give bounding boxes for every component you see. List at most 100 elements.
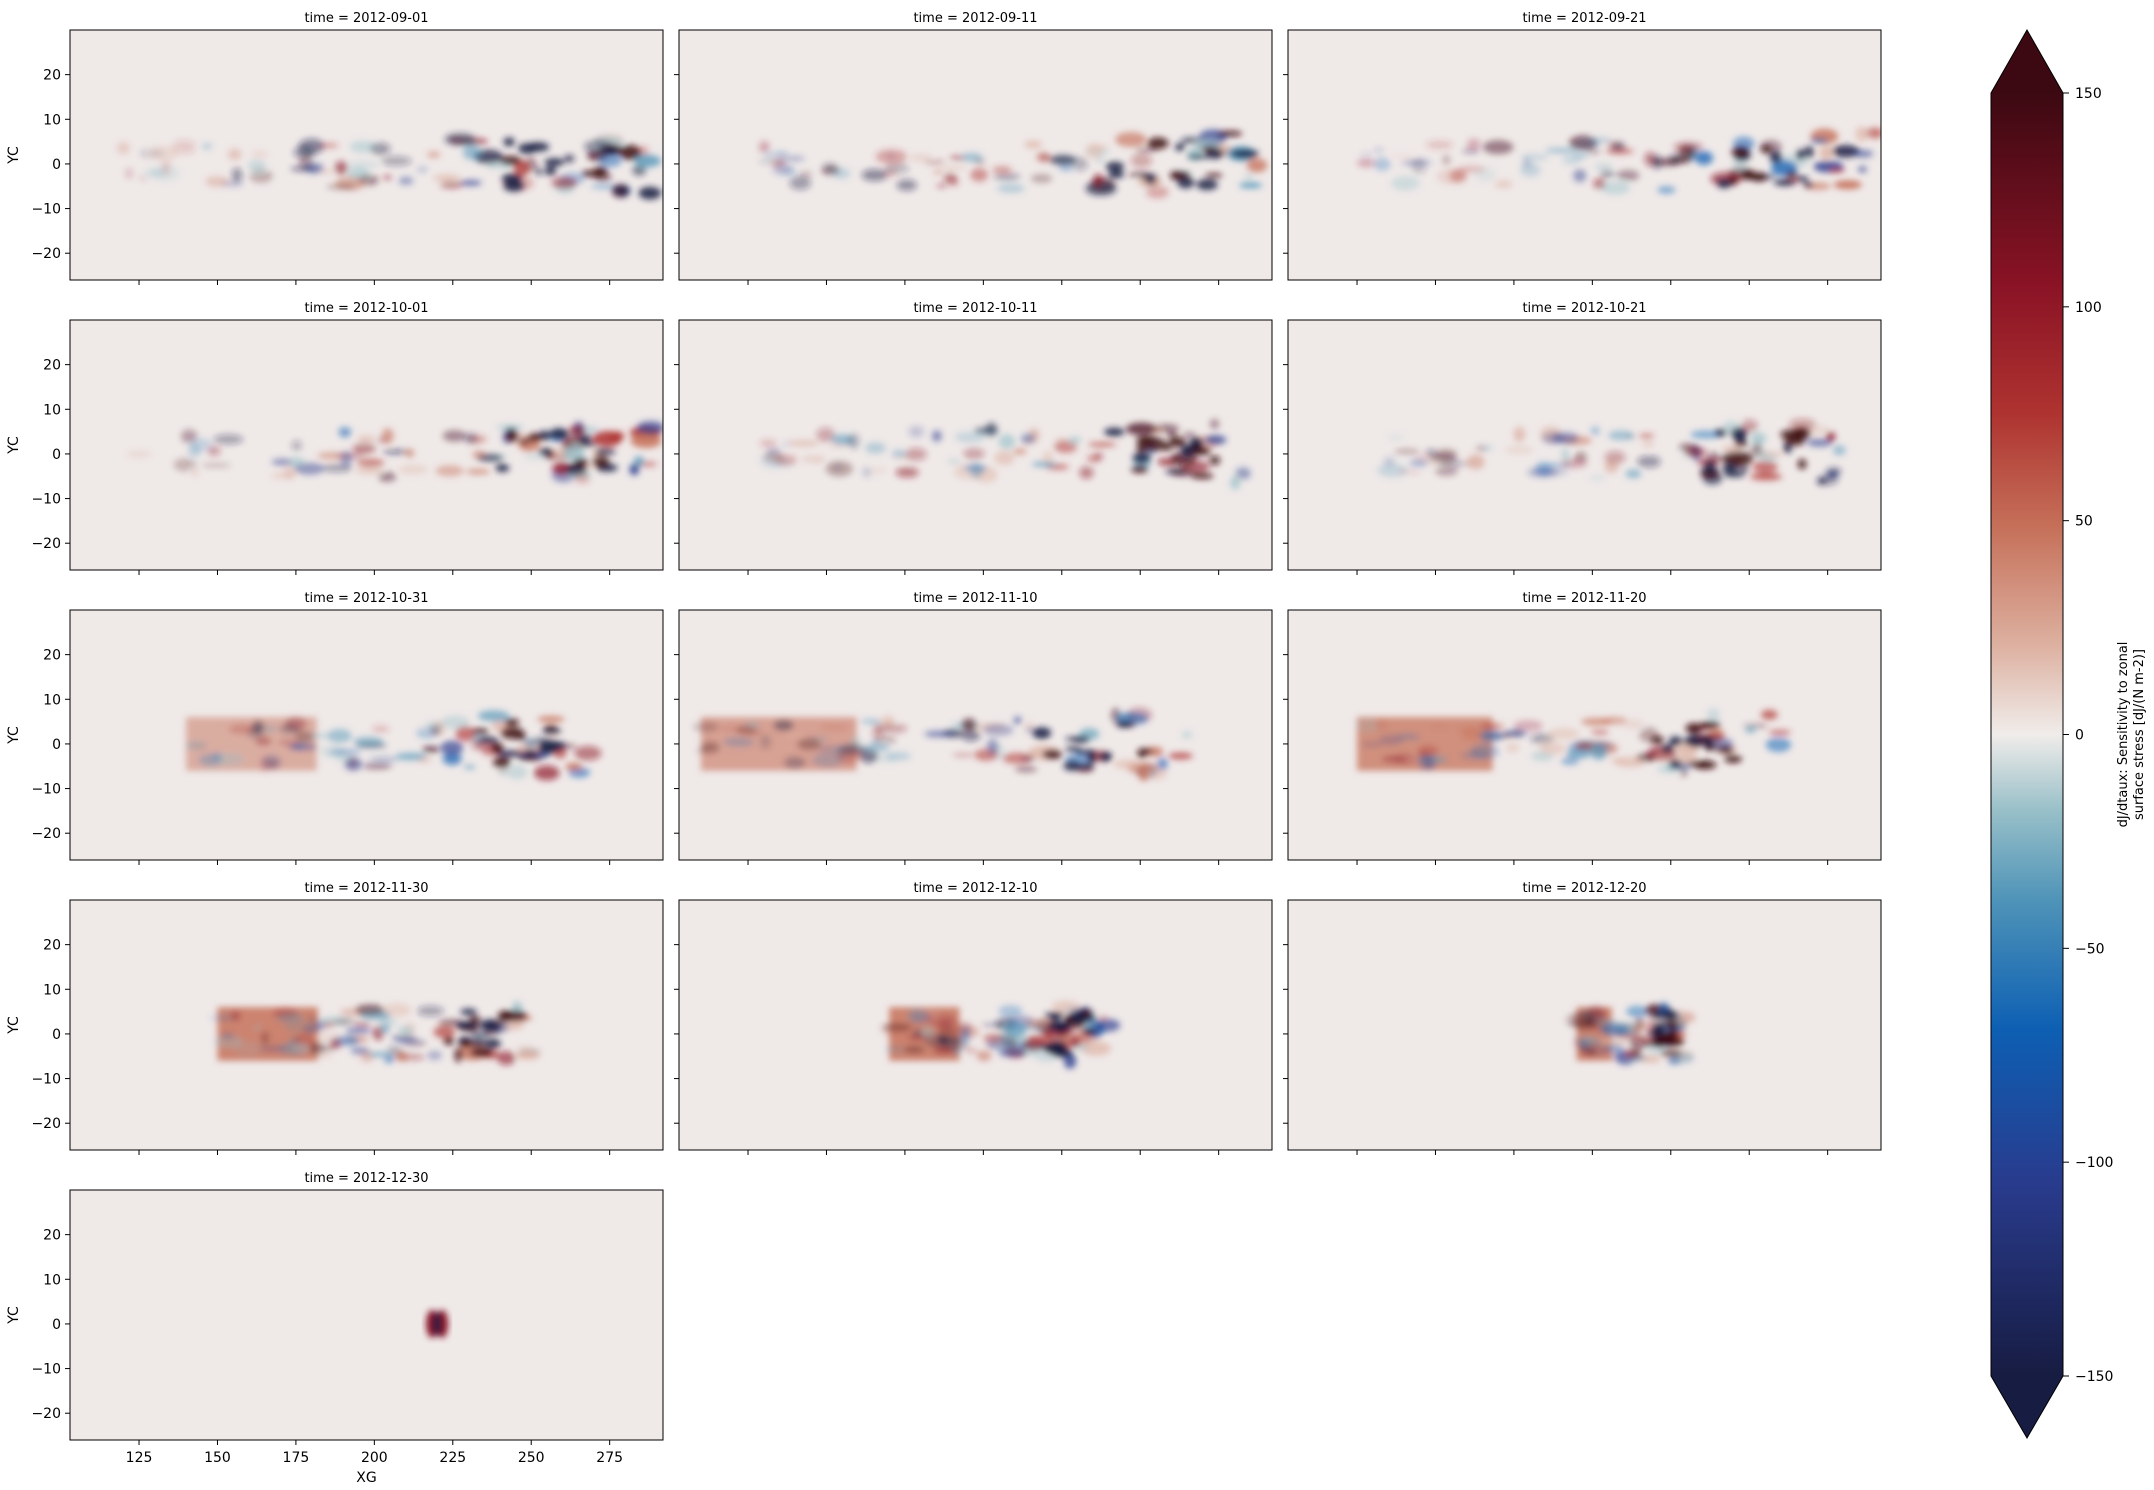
heatmap-blob — [1080, 1041, 1112, 1056]
heatmap-blob — [1662, 744, 1673, 754]
heatmap-blob — [961, 718, 977, 731]
heatmap-blob — [345, 1027, 372, 1034]
heatmap-blob — [250, 150, 269, 158]
heatmap-blob — [595, 447, 616, 456]
heatmap-blob — [298, 138, 325, 155]
heatmap-blob — [1773, 179, 1796, 186]
heatmap-blob — [1189, 437, 1204, 448]
heatmap-blob — [892, 1041, 902, 1051]
heatmap-blob — [970, 168, 989, 182]
panel-frame — [69, 609, 664, 861]
heatmap-blob — [264, 725, 276, 733]
heatmap-field — [1564, 1002, 1696, 1066]
heatmap-blob — [1706, 707, 1720, 722]
x-tick-label: 225 — [439, 1450, 466, 1466]
heatmap-blob — [1209, 418, 1220, 430]
heatmap-blob — [1480, 723, 1502, 729]
heatmap-blob — [496, 424, 524, 430]
colorbar-tick-label: 100 — [2075, 300, 2102, 316]
heatmap-blob — [381, 156, 412, 166]
heatmap-blob — [294, 731, 314, 743]
facet-panel: time = 2012-10-31 20 10 0 −10 −20 YC — [6, 591, 664, 865]
heatmap-blob — [1430, 453, 1458, 463]
heatmap-blob — [503, 180, 525, 192]
panel-frame — [69, 899, 664, 1151]
heatmap-blob — [632, 164, 647, 176]
heatmap-blob — [924, 730, 954, 738]
heatmap-blob — [1566, 748, 1592, 759]
heatmap-blob — [1014, 765, 1038, 773]
heatmap-blob — [1199, 146, 1218, 152]
heatmap-blob — [829, 433, 853, 445]
facet-panel: time = 2012-12-10 — [674, 881, 1273, 1155]
heatmap-blob — [1783, 437, 1806, 446]
facet-panel: time = 2012-10-21 — [1283, 301, 1882, 575]
colorbar-label: surface stress [dJ/(N m-2)] — [2132, 649, 2147, 820]
heatmap-blob — [1816, 477, 1827, 486]
heatmap-blob — [1728, 176, 1737, 186]
heatmap-blob — [1038, 152, 1050, 162]
heatmap-blob — [1573, 169, 1587, 183]
heatmap-blob — [191, 467, 200, 478]
y-tick-label: −10 — [31, 202, 61, 218]
heatmap-blob — [1690, 430, 1722, 439]
heatmap-blob — [378, 471, 397, 482]
heatmap-blob — [982, 724, 1014, 736]
colorbar-tick-label: 50 — [2075, 514, 2093, 530]
heatmap-blob — [538, 743, 558, 755]
heatmap-blob — [1796, 149, 1805, 160]
heatmap-blob — [523, 454, 552, 460]
facet-panel: time = 2012-10-01 20 10 0 −10 −20 YC — [6, 301, 664, 575]
heatmap-blob — [825, 460, 853, 477]
heatmap-blob — [574, 745, 602, 761]
heatmap-blob — [634, 154, 662, 168]
heatmap-blob — [1394, 448, 1420, 455]
heatmap-blob — [1700, 467, 1719, 473]
heatmap-blob — [1600, 181, 1631, 195]
heatmap-blob — [442, 752, 462, 765]
heatmap-blob — [1356, 158, 1377, 168]
heatmap-blob — [209, 1014, 236, 1022]
heatmap-blob — [775, 454, 797, 466]
heatmap-blob — [1548, 727, 1580, 740]
heatmap-blob — [533, 765, 560, 781]
heatmap-blob — [759, 734, 772, 749]
heatmap-blob — [630, 433, 662, 449]
heatmap-blob — [1094, 1018, 1121, 1032]
heatmap-blob — [1425, 140, 1454, 150]
heatmap-blob — [1136, 447, 1146, 453]
heatmap-blob — [993, 172, 1020, 181]
x-tick-label: 200 — [361, 1450, 388, 1466]
heatmap-blob — [1806, 438, 1832, 447]
heatmap-blob — [382, 1003, 412, 1017]
heatmap-blob — [201, 462, 232, 469]
heatmap-blob — [1745, 727, 1756, 733]
heatmap-blob — [1117, 720, 1133, 728]
heatmap-blob — [1044, 1012, 1065, 1018]
heatmap-blob — [466, 468, 491, 475]
heatmap-blob — [433, 1025, 456, 1039]
heatmap-blob — [912, 1029, 923, 1037]
heatmap-blob — [253, 1025, 262, 1030]
heatmap-blob — [1599, 169, 1615, 178]
heatmap-blob — [891, 450, 907, 458]
heatmap-blob — [1244, 174, 1254, 180]
heatmap-blob — [1826, 431, 1836, 442]
panel-title: time = 2012-09-01 — [304, 11, 428, 26]
heatmap-blob — [1136, 436, 1156, 443]
heatmap-blob — [470, 1047, 494, 1057]
heatmap-blob — [1147, 137, 1169, 150]
heatmap-blob — [1585, 1043, 1610, 1056]
heatmap-blob — [812, 753, 844, 768]
heatmap-blob — [527, 433, 542, 442]
heatmap-blob — [1204, 435, 1227, 445]
heatmap-blob — [1684, 447, 1707, 457]
panel-title: time = 2012-10-21 — [1522, 301, 1646, 316]
heatmap-blob — [1087, 752, 1097, 764]
heatmap-blob — [580, 442, 597, 447]
colorbar: 150 100 50 0 −50 −100 −150 dJ/dtaux: Sensitivit… — [1990, 28, 2147, 1439]
heatmap-blob — [518, 755, 543, 761]
heatmap-field — [185, 710, 602, 781]
heatmap-field — [1356, 126, 1881, 195]
heatmap-blob — [1665, 1029, 1679, 1040]
